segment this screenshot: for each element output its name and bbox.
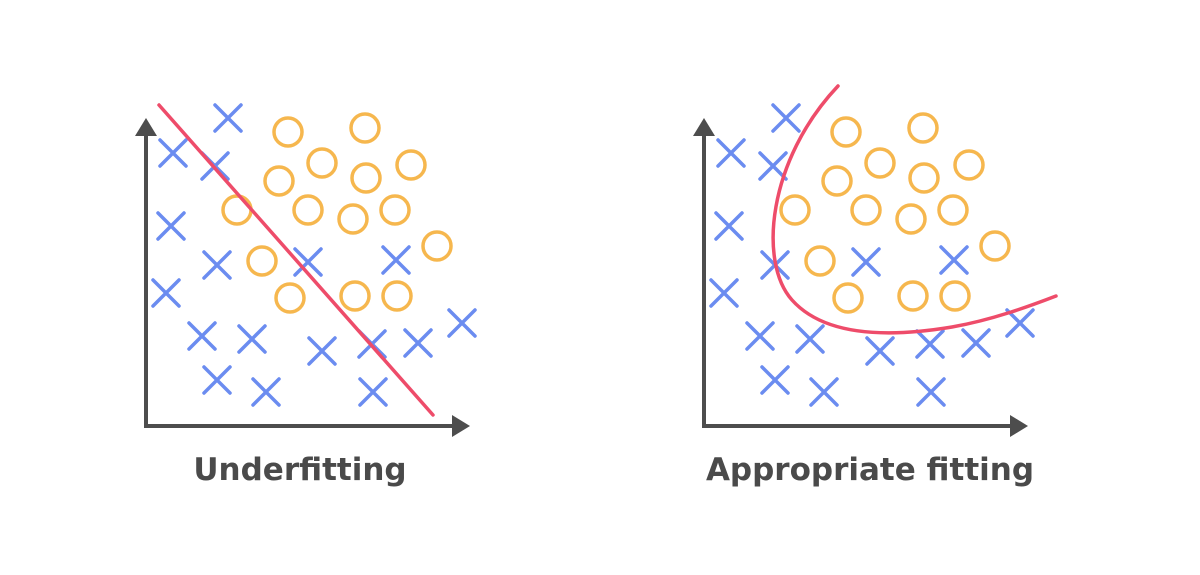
- circle-marker: [221, 194, 253, 226]
- appropriate-fitting-title: Appropriate fitting: [705, 452, 1035, 488]
- circle-marker: [864, 147, 896, 179]
- circle-marker: [907, 112, 939, 144]
- cross-marker: [187, 321, 217, 351]
- cross-marker: [760, 365, 790, 395]
- cross-marker: [714, 211, 744, 241]
- circle-marker: [779, 194, 811, 226]
- curved-decision-boundary: [771, 84, 1058, 335]
- cross-marker: [307, 336, 337, 366]
- cross-marker: [961, 328, 991, 358]
- circle-marker: [395, 149, 427, 181]
- cross-marker: [771, 103, 801, 133]
- circle-marker: [804, 245, 836, 277]
- circle-marker: [832, 282, 864, 314]
- cross-marker: [403, 328, 433, 358]
- cross-marker: [915, 329, 945, 359]
- cross-marker: [447, 308, 477, 338]
- circle-marker: [379, 194, 411, 226]
- circle-marker: [337, 203, 369, 235]
- y-axis-arrow-icon: [135, 118, 157, 136]
- circle-marker: [421, 230, 453, 262]
- circle-marker: [274, 282, 306, 314]
- x-axis-arrow-icon: [1010, 415, 1028, 437]
- cross-marker: [716, 138, 746, 168]
- circle-marker: [263, 165, 295, 197]
- appropriate-fitting-panel: [693, 84, 1058, 437]
- linear-decision-boundary: [157, 103, 435, 417]
- underfitting-title: Underfitting: [193, 452, 407, 488]
- x-axis-arrow-icon: [452, 415, 470, 437]
- cross-marker: [151, 278, 181, 308]
- circle-marker: [895, 203, 927, 235]
- circle-marker: [246, 245, 278, 277]
- circle-marker: [350, 162, 382, 194]
- cross-marker: [213, 103, 243, 133]
- y-axis-arrow-icon: [693, 118, 715, 136]
- circle-marker: [937, 194, 969, 226]
- cross-marker: [916, 377, 946, 407]
- cross-marker: [939, 245, 969, 275]
- circle-marker: [821, 165, 853, 197]
- cross-marker: [202, 365, 232, 395]
- cross-marker: [1005, 308, 1035, 338]
- cross-marker: [251, 377, 281, 407]
- circle-marker: [939, 280, 971, 312]
- cross-marker: [293, 247, 323, 277]
- cross-marker: [758, 151, 788, 181]
- circle-marker: [908, 162, 940, 194]
- cross-marker: [202, 250, 232, 280]
- underfitting-panel: [135, 103, 477, 437]
- cross-marker: [156, 211, 186, 241]
- circle-marker: [381, 280, 413, 312]
- cross-marker: [709, 278, 739, 308]
- circle-marker: [850, 194, 882, 226]
- circle-marker: [306, 147, 338, 179]
- circle-marker: [349, 112, 381, 144]
- circle-marker: [272, 116, 304, 148]
- cross-marker: [851, 247, 881, 277]
- circle-marker: [897, 280, 929, 312]
- cross-marker: [795, 324, 825, 354]
- cross-marker: [381, 245, 411, 275]
- circle-marker: [339, 280, 371, 312]
- cross-marker: [865, 336, 895, 366]
- circle-marker: [979, 230, 1011, 262]
- circle-marker: [953, 149, 985, 181]
- cross-marker: [745, 321, 775, 351]
- cross-marker: [158, 138, 188, 168]
- cross-marker: [809, 377, 839, 407]
- circle-marker: [292, 194, 324, 226]
- cross-marker: [237, 324, 267, 354]
- cross-marker: [358, 377, 388, 407]
- circle-marker: [830, 116, 862, 148]
